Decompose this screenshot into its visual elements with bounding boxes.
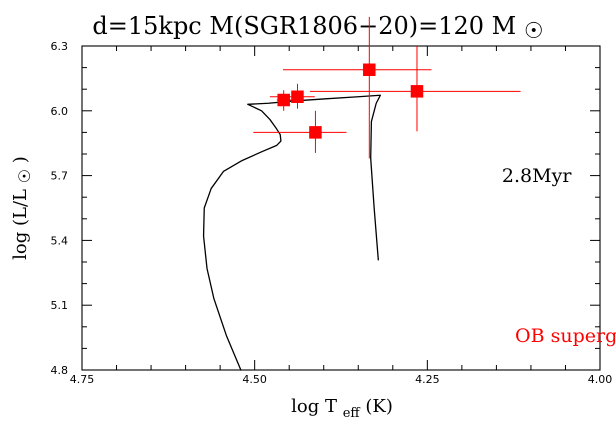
plot-area: 4.75 4.50 4.25 4.00 4.8 5.1 5.4 5.7 6.0 6.3 2.8Myr… (51, 16, 616, 386)
ob-supergiants-annotation: OB supergiants (515, 325, 616, 347)
x-axis-label: log T eff (K) (291, 396, 393, 422)
x-axis-label-suffix: (K) (365, 396, 393, 417)
plot-frame (81, 45, 601, 371)
chart-title: d=15kpc M(SGR1806−20)=120 M ☉ (92, 12, 543, 44)
x-tick-label: 4.75 (70, 373, 95, 386)
y-axis-label-solar-symbol: ☉ (15, 169, 34, 183)
y-tick-label: 5.4 (51, 234, 69, 247)
age-annotation: 2.8Myr (502, 165, 572, 187)
data-point-5 (410, 85, 424, 98)
data-point-4 (363, 63, 376, 77)
y-tick-label: 5.1 (51, 299, 69, 312)
x-axis-label-subscript: eff (343, 406, 362, 421)
chart-title-solar-symbol: ☉ (524, 19, 544, 44)
y-axis-label-prefix: log (L/L (10, 189, 31, 260)
data-point-1 (277, 93, 290, 107)
y-tick-label: 6.3 (51, 40, 69, 53)
chart-title-prefix: d=15kpc M(SGR1806−20)=120 M (92, 12, 516, 40)
y-tick-label: 6.0 (51, 105, 69, 118)
y-axis-label: log (L/L ☉ ) (10, 156, 35, 260)
x-axis-label-main: log T (291, 396, 337, 417)
x-tick-label: 4.50 (242, 373, 267, 386)
x-tick-label: 4.25 (415, 373, 440, 386)
x-tick-label: 4.00 (588, 373, 613, 386)
y-tick-label: 4.8 (51, 364, 69, 377)
y-tick-label: 5.7 (51, 170, 69, 183)
data-point-2 (291, 90, 304, 104)
data-point-3 (309, 126, 322, 139)
isochrone-track-line (202, 94, 382, 371)
y-axis-label-suffix: ) (10, 156, 31, 163)
